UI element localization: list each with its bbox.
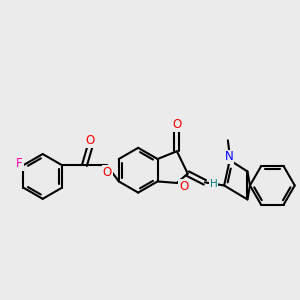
Text: F: F: [16, 157, 23, 170]
Text: O: O: [85, 134, 95, 147]
Text: O: O: [103, 166, 112, 178]
Text: O: O: [179, 180, 188, 193]
Text: H: H: [210, 179, 218, 189]
Text: N: N: [224, 150, 233, 163]
Text: O: O: [172, 118, 182, 131]
